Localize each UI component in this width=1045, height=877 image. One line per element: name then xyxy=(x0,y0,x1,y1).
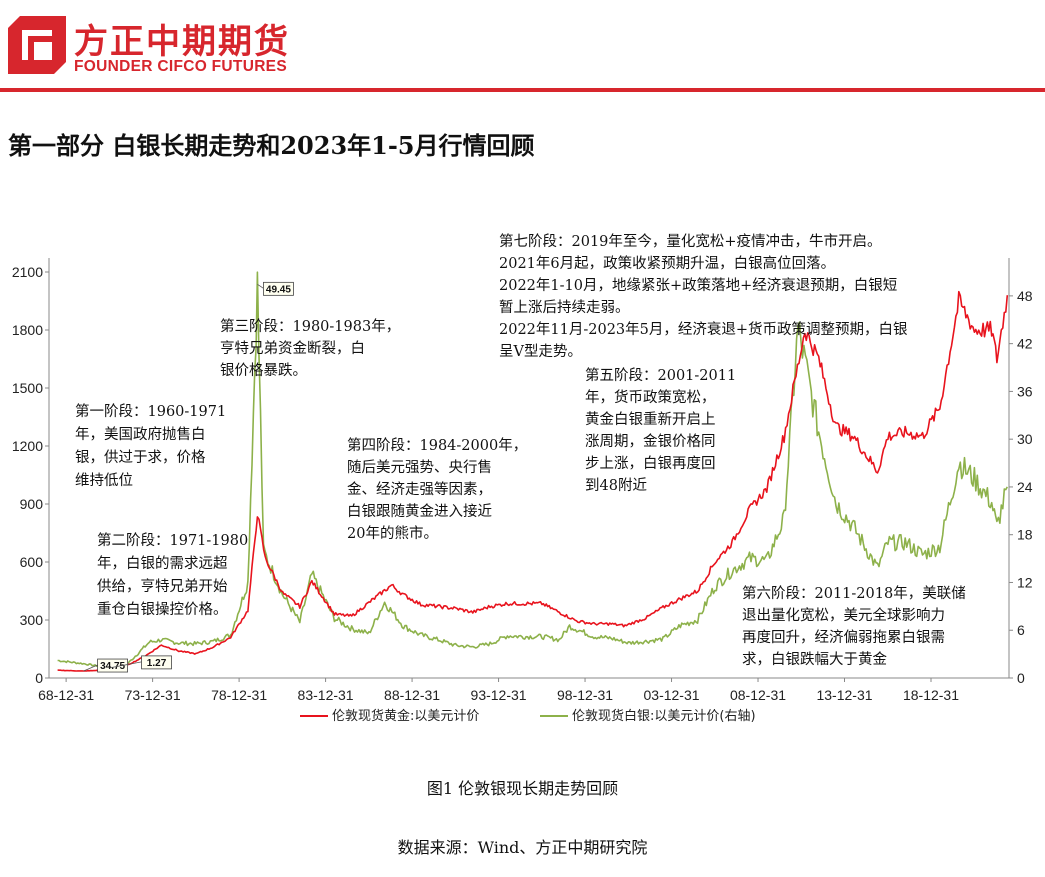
callout-label: 1.27 xyxy=(147,658,167,669)
section-title: 第一部分 白银长期走势和2023年1-5月行情回顾 xyxy=(8,131,535,160)
callout-leader xyxy=(257,284,264,289)
x-tick-label: 93-12-31 xyxy=(471,687,527,703)
header-divider xyxy=(0,88,1045,92)
y-left-tick-label: 2100 xyxy=(12,264,43,280)
annotation-line: 20年的熊市。 xyxy=(347,525,438,542)
callout-box xyxy=(141,655,172,670)
chart-legend: 伦敦现货黄金:以美元计价 伦敦现货白银:以美元计价(右轴) xyxy=(300,708,756,724)
silver-price-line xyxy=(57,271,1008,669)
x-tick-label: 03-12-31 xyxy=(644,687,700,703)
annotation-line: 步上涨，白银再度回 xyxy=(585,455,716,472)
legend-silver-label: 伦敦现货白银:以美元计价(右轴) xyxy=(572,708,756,724)
y-left-tick-label: 300 xyxy=(20,612,44,628)
x-tick-label: 18-12-31 xyxy=(903,687,959,703)
y-left-tick-label: 900 xyxy=(20,496,44,512)
annotation-line: 金、经济走强等因素， xyxy=(347,480,492,498)
logo-chinese-name: 方正中期期货 xyxy=(74,22,290,62)
y-right-tick-label: 42 xyxy=(1017,336,1033,352)
annotation-line: 求，白银跌幅大于黄金 xyxy=(742,651,887,668)
y-right-tick-label: 6 xyxy=(1017,622,1025,638)
annotation-line: 第一阶段：1960-1971 xyxy=(75,402,226,420)
annotation-line: 白银跟随黄金进入接近 xyxy=(347,503,492,520)
annotation-line: 暂上涨后持续走弱。 xyxy=(499,299,630,316)
annotation-line: 随后美元强势、央行售 xyxy=(347,459,492,476)
x-tick-label: 83-12-31 xyxy=(298,687,354,703)
annotation-line: 到48附近 xyxy=(585,477,647,494)
y-right-tick-label: 12 xyxy=(1017,574,1033,590)
x-tick-label: 98-12-31 xyxy=(557,687,613,703)
x-tick-label: 88-12-31 xyxy=(384,687,440,703)
x-tick-label: 78-12-31 xyxy=(211,687,267,703)
annotation-line: 第五阶段：2001-2011 xyxy=(585,366,736,384)
annotation-stage3: 第三阶段：1980-1983年， 亨特兄弟资金断裂，白银价格暴跌。 xyxy=(220,317,400,379)
x-tick-label: 08-12-31 xyxy=(730,687,786,703)
callout-leader xyxy=(83,664,98,672)
annotation-stage7: 第七阶段：2019年至今，量化宽松+疫情冲击，牛市开启。 2021年6月起，政策收… xyxy=(499,232,908,360)
annotation-stage4: 第四阶段：1984-2000年， 随后美元强势、央行售金、经济走强等因素， 白银跟随… xyxy=(347,436,527,542)
callout-label: 49.45 xyxy=(266,284,291,295)
annotation-line: 亨特兄弟资金断裂，白 xyxy=(220,340,365,357)
annotation-stage2: 第二阶段：1971-1980 年，白银的需求远超供给，亨特兄弟开始重仓白银操控价格… xyxy=(97,531,248,618)
callout-leader xyxy=(109,661,142,669)
annotation-line: 第六阶段：2011-2018年，美联储 xyxy=(742,584,966,602)
y-right-tick-label: 0 xyxy=(1017,670,1025,686)
annotation-line: 再度回升，经济偏弱拖累白银需 xyxy=(742,629,945,646)
y-right-tick-label: 24 xyxy=(1017,479,1033,495)
annotation-line: 第四阶段：1984-2000年， xyxy=(347,436,527,454)
annotation-line: 银价格暴跌。 xyxy=(220,362,307,379)
annotation-stage1: 第一阶段：1960-1971 年，美国政府抛售白银，供过于求，价格维持低位 xyxy=(75,402,226,489)
y-right-tick-label: 48 xyxy=(1017,288,1033,304)
y-left-tick-label: 600 xyxy=(20,554,44,570)
plot-area: 49.45 34.75 1.27 xyxy=(57,271,1009,673)
figure-caption: 图1 伦敦银现长期走势回顾 xyxy=(426,779,619,798)
annotation-line: 年，货币政策宽松， xyxy=(585,389,716,406)
annotation-line: 涨周期，金银价格同 xyxy=(585,433,716,450)
logo-english-name: FOUNDER CIFCO FUTURES xyxy=(74,58,287,75)
x-tick-label: 68-12-31 xyxy=(38,687,94,703)
annotation-line: 呈V型走势。 xyxy=(499,343,582,360)
y-left-tick-label: 1800 xyxy=(12,322,43,338)
annotation-line: 供给，亨特兄弟开始 xyxy=(97,578,228,595)
annotation-stage5: 第五阶段：2001-2011 年，货币政策宽松， 黄金白银重新开启上涨周期，金银价格… xyxy=(585,366,736,494)
annotation-line: 年，美国政府抛售白 xyxy=(75,426,206,443)
y-right-tick-label: 30 xyxy=(1017,431,1033,447)
callout-label: 34.75 xyxy=(100,661,125,672)
callout-box xyxy=(97,658,128,673)
chart-axes: 0 300 600 900 1200 1500 1800 2100 0 6 12 18 24 30 36 42… xyxy=(12,258,1033,703)
y-left-tick-label: 0 xyxy=(35,670,43,686)
x-tick-label: 13-12-31 xyxy=(816,687,872,703)
y-left-tick-label: 1500 xyxy=(12,380,43,396)
x-tick-label: 73-12-31 xyxy=(125,687,181,703)
legend-gold-label: 伦敦现货黄金:以美元计价 xyxy=(332,708,479,724)
annotation-line: 第三阶段：1980-1983年， xyxy=(220,317,400,335)
annotation-line: 第二阶段：1971-1980 xyxy=(97,531,248,549)
annotation-line: 银，供过于求，价格 xyxy=(75,449,206,466)
annotation-line: 2021年6月起，政策收紧预期升温，白银高位回落。 xyxy=(499,255,835,272)
callout-box xyxy=(263,281,294,296)
company-logo: 方正中期期货 FOUNDER CIFCO FUTURES xyxy=(0,0,360,90)
annotation-line: 黄金白银重新开启上 xyxy=(585,411,716,428)
annotation-line: 年，白银的需求远超 xyxy=(97,555,228,572)
chart-annotations: 第一阶段：1960-1971 年，美国政府抛售白银，供过于求，价格维持低位第二阶段… xyxy=(75,232,966,668)
y-left-tick-label: 1200 xyxy=(12,438,43,454)
y-right-tick-label: 36 xyxy=(1017,383,1033,399)
gold-price-line xyxy=(57,290,1009,672)
figure-source: 数据来源：Wind、方正中期研究院 xyxy=(397,838,648,857)
annotation-line: 2022年11月-2023年5月，经济衰退+货币政策调整预期，白银 xyxy=(499,321,908,338)
logo-mark-icon xyxy=(8,16,66,74)
annotation-stage6: 第六阶段：2011-2018年，美联储退出量化宽松，美元全球影响力再度回升，经济… xyxy=(742,584,966,668)
y-right-tick-label: 18 xyxy=(1017,527,1033,543)
annotation-line: 2022年1-10月，地缘紧张+政策落地+经济衰退预期，白银短 xyxy=(499,277,897,294)
annotation-line: 退出量化宽松，美元全球影响力 xyxy=(742,606,945,624)
annotation-line: 维持低位 xyxy=(75,472,133,489)
annotation-line: 重仓白银操控价格。 xyxy=(97,601,228,618)
annotation-line: 第七阶段：2019年至今，量化宽松+疫情冲击，牛市开启。 xyxy=(499,232,882,250)
